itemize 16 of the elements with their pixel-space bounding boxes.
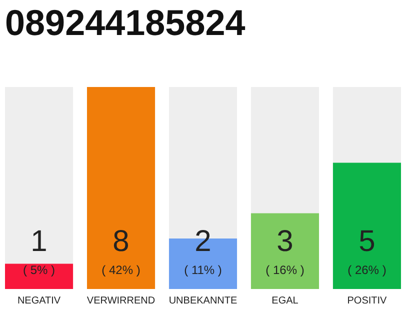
x-tick-label: VERWIRREND (86, 296, 156, 306)
data-label: 5 (358, 225, 376, 258)
x-tick-label: POSITIV (347, 296, 388, 306)
chart-title: 089244185824 (5, 2, 246, 43)
data-label: 1 (30, 225, 48, 258)
annotation: ( 26% ) (348, 263, 386, 277)
bar (5, 264, 74, 289)
annotation: ( 42% ) (102, 263, 140, 277)
data-label: 3 (276, 225, 294, 258)
x-tick-label: UNBEKANNTE (168, 296, 238, 306)
x-tick-label: NEGATIV (17, 296, 61, 306)
annotation: ( 16% ) (266, 263, 304, 277)
annotation: ( 5% ) (23, 263, 56, 277)
data-label: 8 (112, 225, 130, 258)
annotation: ( 11% ) (184, 263, 222, 277)
x-tick-label: EGAL (272, 296, 299, 306)
